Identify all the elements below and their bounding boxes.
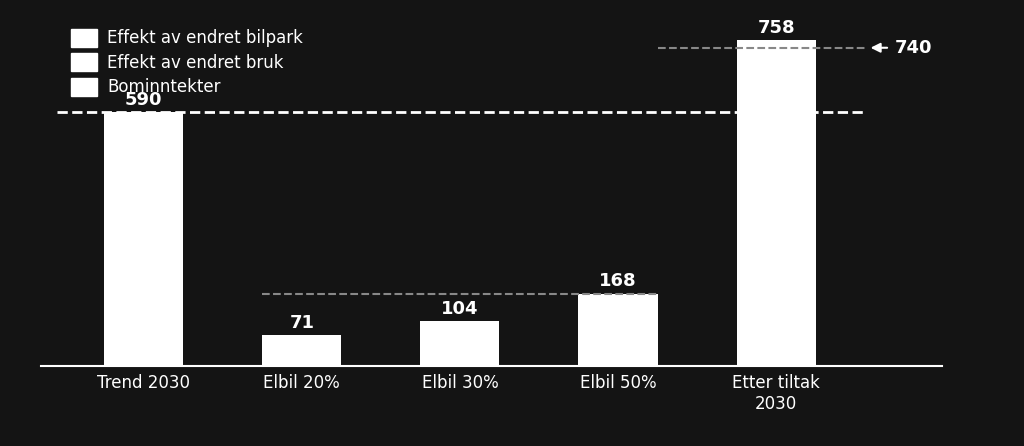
Text: 71: 71 <box>290 314 314 332</box>
Text: 758: 758 <box>758 19 795 37</box>
Text: 168: 168 <box>599 272 637 290</box>
Text: 590: 590 <box>125 91 163 109</box>
Text: 104: 104 <box>441 300 478 318</box>
Bar <box>421 321 500 366</box>
Bar <box>579 293 657 366</box>
Bar <box>262 335 341 366</box>
Bar <box>736 40 815 366</box>
Bar <box>104 112 183 366</box>
Text: 740: 740 <box>895 39 932 57</box>
Legend: Effekt av endret bilpark, Effekt av endret bruk, Bominntekter: Effekt av endret bilpark, Effekt av endr… <box>68 25 306 99</box>
